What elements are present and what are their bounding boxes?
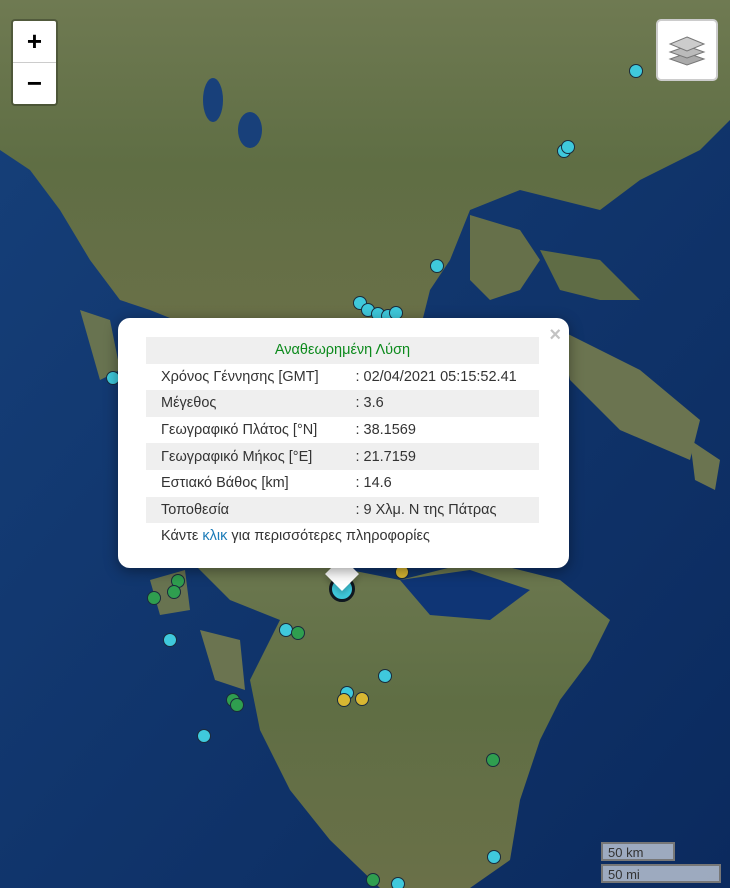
earthquake-marker[interactable] xyxy=(163,633,177,647)
earthquake-marker[interactable] xyxy=(291,626,305,640)
zoom-in-button[interactable]: + xyxy=(26,26,43,56)
row-value: : 3.6 xyxy=(340,390,539,417)
earthquake-marker[interactable] xyxy=(167,585,181,599)
layers-icon xyxy=(668,36,706,66)
earthquake-details-table: Αναθεωρημένη Λύση Χρόνος Γέννησης [GMT]:… xyxy=(146,337,539,524)
more-info-text: Κάντε κλικ για περισσότερες πληροφορίες xyxy=(161,528,430,544)
earthquake-marker[interactable] xyxy=(430,259,444,273)
row-label: Χρόνος Γέννησης [GMT] xyxy=(161,368,319,385)
row-value: : 38.1569 xyxy=(355,422,416,439)
earthquake-popup: × Αναθεωρημένη Λύση Χρόνος Γέννησης [GMT… xyxy=(118,318,569,568)
earthquake-marker[interactable] xyxy=(391,877,405,888)
scale-km: 50 km xyxy=(601,842,675,861)
earthquake-marker[interactable] xyxy=(366,873,380,887)
earthquake-marker[interactable] xyxy=(355,692,369,706)
earthquake-marker[interactable] xyxy=(378,669,392,683)
row-label: Τοποθεσία xyxy=(146,496,341,524)
earthquake-marker[interactable] xyxy=(337,693,351,707)
earthquake-marker[interactable] xyxy=(486,753,500,767)
earthquake-marker[interactable] xyxy=(230,698,244,712)
more-prefix: Κάντε xyxy=(161,528,203,544)
layers-button[interactable] xyxy=(656,19,718,81)
row-label: Μέγεθος xyxy=(146,390,341,417)
zoom-out-button[interactable]: − xyxy=(13,62,56,104)
row-label: Εστιακό Βάθος [km] xyxy=(161,475,289,492)
more-suffix: για περισσότερες πληροφορίες xyxy=(227,528,430,544)
row-label: Γεωγραφικό Μήκος [°E] xyxy=(146,443,341,470)
earthquake-marker[interactable] xyxy=(197,729,211,743)
earthquake-marker[interactable] xyxy=(561,140,575,154)
popup-close-button[interactable]: × xyxy=(549,324,561,346)
row-label: Γεωγραφικό Πλάτος [°N] xyxy=(161,422,318,439)
row-value: : 02/04/2021 05:15:52.41 xyxy=(355,368,517,385)
more-info-link[interactable]: κλικ xyxy=(202,528,228,544)
row-value: : 21.7159 xyxy=(340,443,539,470)
row-value: : 14.6 xyxy=(355,475,392,492)
scale-mi: 50 mi xyxy=(601,864,721,883)
zoom-control: + − xyxy=(11,19,58,106)
earthquake-marker[interactable] xyxy=(147,591,161,605)
earthquake-marker[interactable] xyxy=(487,850,501,864)
popup-title: Αναθεωρημένη Λύση xyxy=(146,337,539,364)
earthquake-marker[interactable] xyxy=(629,64,643,78)
row-value: : 9 Χλμ. Ν της Πάτρας xyxy=(340,496,539,524)
